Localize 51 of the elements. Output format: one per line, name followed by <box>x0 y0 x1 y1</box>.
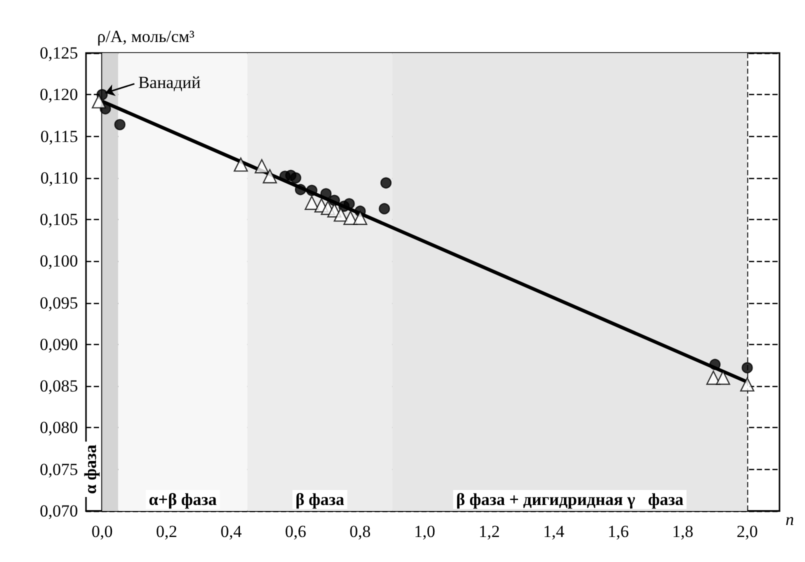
y-tick-label: 0,100 <box>40 252 78 271</box>
point <box>294 184 306 196</box>
y-tick-label: 0,090 <box>40 334 78 354</box>
x-tick-label: 1,8 <box>672 522 694 541</box>
point <box>344 198 355 210</box>
x-tick-label: 0,0 <box>92 522 113 541</box>
point <box>334 207 348 222</box>
band-label: α фаза <box>81 444 100 494</box>
x-tick-label: 0,8 <box>350 522 371 541</box>
x-axis-title: n <box>786 510 794 529</box>
y-tick-label: 0,080 <box>40 418 78 438</box>
point <box>353 210 368 225</box>
point <box>378 203 390 214</box>
y-tick-label: 0,095 <box>40 293 78 312</box>
point <box>709 358 721 370</box>
point <box>234 157 248 172</box>
y-tick-label: 0,070 <box>40 502 78 520</box>
point <box>92 94 106 108</box>
y-tick-label: 0,120 <box>40 85 78 104</box>
band-label: α+β фаза <box>148 490 218 509</box>
y-axis-title: ρ/A, моль/см³ <box>97 27 195 46</box>
y-tick-label: 0,075 <box>40 460 78 479</box>
point <box>380 177 392 189</box>
point <box>262 169 277 184</box>
y-tick-label: 0,105 <box>40 210 78 230</box>
annotation: Ванадий <box>138 73 201 92</box>
x-tick-label: 0,2 <box>156 522 178 541</box>
point <box>328 194 340 206</box>
point <box>254 159 269 174</box>
y-tick-label: 0,125 <box>40 44 78 62</box>
x-tick-label: 1,4 <box>543 522 565 541</box>
y-tick-label: 0,085 <box>40 376 78 396</box>
y-tick-label: 0,110 <box>40 168 78 188</box>
x-tick-label: 1,0 <box>414 522 436 541</box>
x-tick-label: 1,6 <box>608 522 629 541</box>
point <box>343 210 358 225</box>
point <box>306 184 318 196</box>
band-label: β фаза + дигидридная γ фаза <box>456 490 684 509</box>
point <box>290 172 302 184</box>
x-tick-label: 0,4 <box>220 522 242 541</box>
point <box>742 362 753 374</box>
x-tick-label: 0,6 <box>285 522 306 541</box>
point <box>740 377 754 392</box>
point <box>304 196 319 210</box>
point <box>716 370 730 385</box>
point <box>320 188 332 200</box>
band-label: β фаза <box>295 490 345 509</box>
y-tick-label: 0,115 <box>40 126 78 146</box>
x-tick-label: 1,2 <box>478 522 500 541</box>
point <box>114 119 126 130</box>
x-tick-label: 2,0 <box>736 522 758 541</box>
